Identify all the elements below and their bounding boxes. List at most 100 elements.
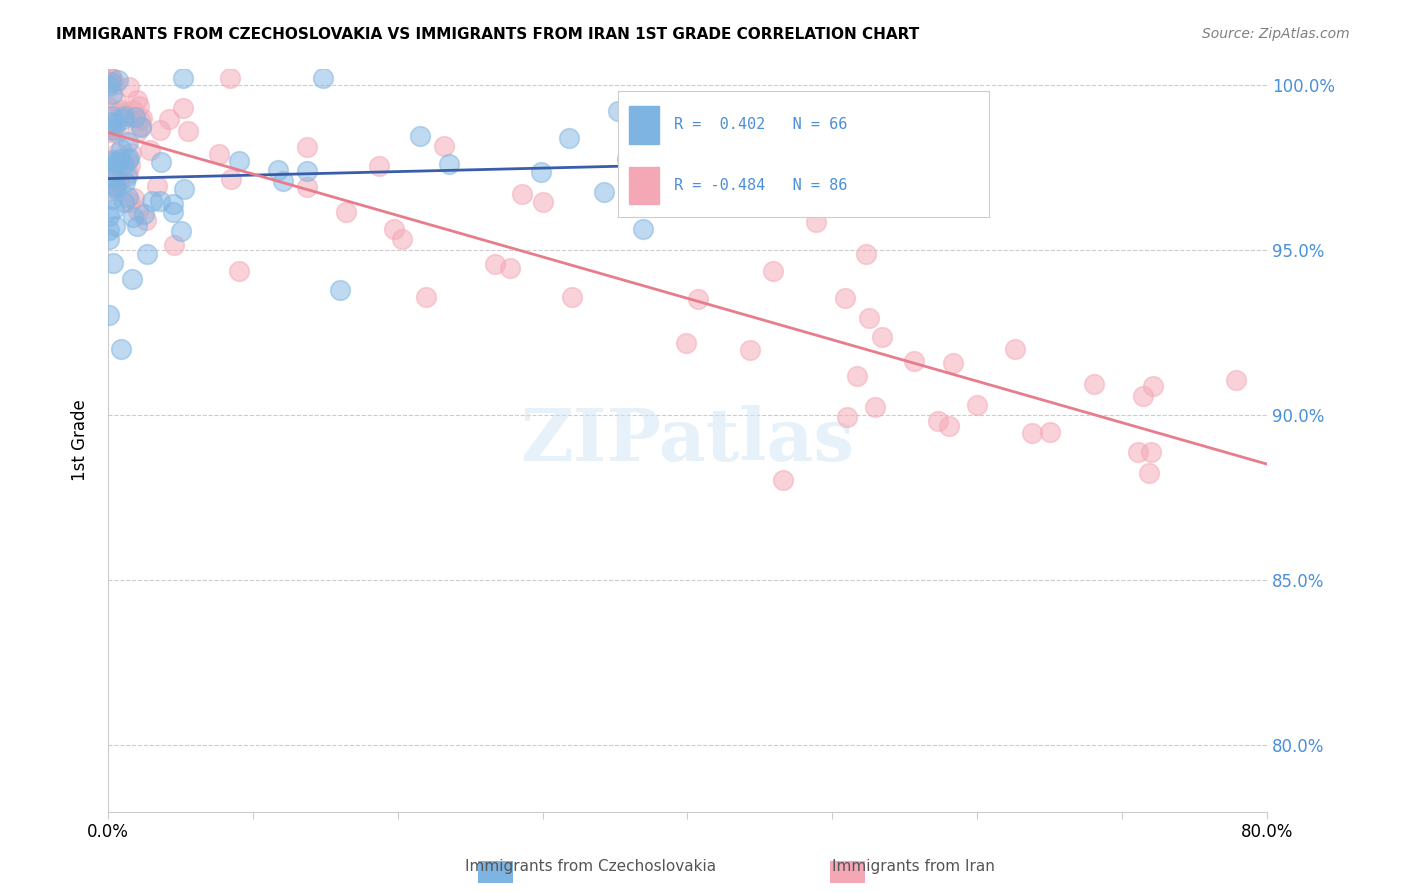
- Point: [177, 124, 200, 138]
- Point: [903, 353, 925, 368]
- Point: [98, 308, 121, 322]
- Point: [835, 409, 858, 424]
- Point: [433, 138, 456, 153]
- Point: [110, 152, 132, 166]
- Point: [110, 142, 132, 156]
- Point: [870, 330, 893, 344]
- Y-axis label: 1st Grade: 1st Grade: [72, 399, 89, 481]
- Point: [101, 153, 124, 168]
- Point: [129, 112, 152, 127]
- Point: [846, 368, 869, 383]
- Point: [863, 400, 886, 414]
- Point: [499, 260, 522, 275]
- Point: [146, 179, 169, 194]
- Point: [927, 414, 949, 428]
- Point: [966, 398, 988, 412]
- Point: [409, 128, 432, 143]
- Point: [118, 79, 141, 94]
- Point: [101, 192, 124, 206]
- Point: [772, 473, 794, 487]
- Point: [117, 169, 139, 184]
- Point: [98, 100, 121, 114]
- Point: [135, 213, 157, 227]
- Point: [382, 222, 405, 236]
- Point: [114, 175, 136, 189]
- Point: [415, 290, 437, 304]
- Point: [117, 152, 139, 166]
- Point: [806, 215, 828, 229]
- Point: [100, 115, 122, 129]
- Point: [631, 222, 654, 236]
- Point: [172, 101, 194, 115]
- Point: [98, 155, 121, 169]
- Point: [101, 170, 124, 185]
- Text: IMMIGRANTS FROM CZECHOSLOVAKIA VS IMMIGRANTS FROM IRAN 1ST GRADE CORRELATION CHA: IMMIGRANTS FROM CZECHOSLOVAKIA VS IMMIGR…: [56, 27, 920, 42]
- Point: [100, 71, 122, 86]
- Text: Source: ZipAtlas.com: Source: ZipAtlas.com: [1202, 27, 1350, 41]
- Point: [530, 165, 553, 179]
- Point: [110, 342, 132, 356]
- Point: [1137, 466, 1160, 480]
- Point: [122, 103, 145, 117]
- Point: [104, 78, 127, 92]
- Text: Immigrants from Iran: Immigrants from Iran: [832, 859, 995, 874]
- Point: [219, 172, 242, 186]
- Point: [110, 153, 132, 168]
- Point: [117, 109, 139, 123]
- Point: [104, 181, 127, 195]
- Point: [606, 103, 628, 118]
- Text: ZIPatlas: ZIPatlas: [520, 404, 855, 475]
- Point: [125, 93, 148, 107]
- Point: [484, 257, 506, 271]
- Point: [131, 120, 153, 134]
- Point: [112, 158, 135, 172]
- Point: [105, 126, 128, 140]
- Point: [128, 98, 150, 112]
- Point: [335, 205, 357, 219]
- Point: [104, 116, 127, 130]
- Point: [329, 283, 352, 297]
- Point: [103, 202, 125, 217]
- Point: [100, 109, 122, 123]
- Point: [108, 174, 131, 188]
- Point: [100, 170, 122, 185]
- Point: [858, 310, 880, 325]
- Point: [558, 131, 581, 145]
- Point: [118, 158, 141, 172]
- Point: [938, 419, 960, 434]
- Point: [267, 163, 290, 178]
- Point: [121, 145, 143, 160]
- Point: [100, 75, 122, 89]
- Point: [112, 195, 135, 210]
- Point: [101, 123, 124, 137]
- Point: [170, 224, 193, 238]
- Point: [108, 103, 131, 117]
- Point: [101, 255, 124, 269]
- Point: [295, 164, 318, 178]
- Point: [101, 87, 124, 102]
- Point: [312, 71, 335, 86]
- Point: [98, 223, 121, 237]
- Point: [117, 153, 139, 168]
- Point: [104, 178, 127, 193]
- Point: [131, 112, 153, 126]
- Point: [561, 290, 583, 304]
- Point: [391, 232, 413, 246]
- Point: [103, 176, 125, 190]
- Point: [98, 79, 121, 94]
- Point: [686, 292, 709, 306]
- Point: [1132, 389, 1154, 403]
- Point: [122, 210, 145, 224]
- Point: [98, 232, 121, 246]
- Point: [127, 204, 149, 219]
- Point: [105, 157, 128, 171]
- Point: [1139, 445, 1161, 459]
- Point: [98, 209, 121, 223]
- Point: [104, 219, 127, 233]
- Point: [1126, 444, 1149, 458]
- Point: [208, 147, 231, 161]
- Point: [112, 109, 135, 123]
- Text: Immigrants from Czechoslovakia: Immigrants from Czechoslovakia: [465, 859, 716, 874]
- Point: [125, 125, 148, 139]
- Point: [149, 155, 172, 169]
